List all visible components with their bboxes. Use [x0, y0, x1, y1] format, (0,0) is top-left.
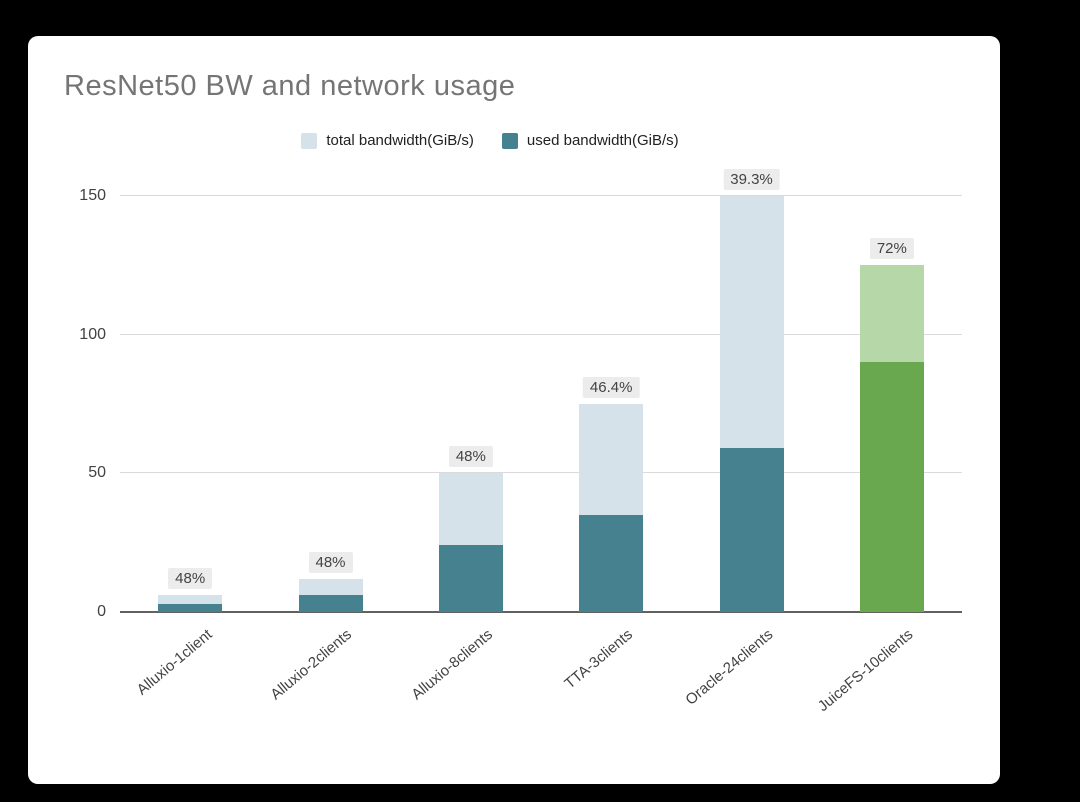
bar-percentage-label: 48%	[308, 551, 353, 573]
legend-item-total-bandwidth: total bandwidth(GiB/s)	[301, 132, 474, 149]
legend-label-used-bandwidth: used bandwidth(GiB/s)	[526, 132, 679, 149]
x-axis-line	[120, 611, 962, 613]
chart-title: ResNet50 BW and network usage	[64, 70, 516, 102]
bar-percentage-label: 46.4%	[582, 377, 640, 398]
bar-percentage-label: 39.3%	[723, 169, 780, 190]
gridline	[120, 472, 962, 474]
gridline	[120, 195, 962, 196]
bar-used-bandwidth	[298, 595, 363, 612]
y-tick-label: 100	[79, 325, 106, 343]
bar-used-bandwidth	[158, 603, 223, 612]
y-tick-label: 150	[79, 187, 106, 204]
y-tick-label: 50	[88, 464, 106, 482]
bar-percentage-label: 48%	[168, 568, 213, 590]
legend-item-used-bandwidth: used bandwidth(GiB/s)	[501, 132, 679, 149]
bar-percentage-label: 72%	[869, 238, 914, 260]
legend-swatch-total-bandwidth	[301, 132, 318, 149]
bar-used-bandwidth	[859, 362, 924, 612]
bar-percentage-label: 48%	[448, 446, 493, 468]
plot-area: 48% Alluxio-1client 48% Alluxio-2clients 48%…	[120, 169, 962, 715]
x-axis-label: JuiceFS-10clients	[815, 626, 917, 716]
y-axis-labels: 0 50 100 150	[28, 36, 106, 784]
gridline	[120, 333, 962, 335]
bar-used-bandwidth	[719, 448, 784, 612]
legend-label-total-bandwidth: total bandwidth(GiB/s)	[326, 132, 474, 149]
bar-used-bandwidth	[438, 545, 503, 612]
x-axis-label: Alluxio-8clients	[408, 626, 496, 704]
x-axis-label: Alluxio-1client	[133, 626, 216, 699]
bar-used-bandwidth	[579, 514, 644, 612]
chart-card: ResNet50 BW and network usage total band…	[28, 36, 1000, 784]
chart-legend: total bandwidth(GiB/s) used bandwidth(Gi…	[4, 132, 976, 149]
x-axis-label: Oracle-24clients	[682, 626, 777, 709]
y-tick-label: 0	[97, 603, 106, 620]
x-axis-label: TTA-3clients	[561, 626, 637, 693]
x-axis-label: Alluxio-2clients	[267, 626, 356, 704]
legend-swatch-used-bandwidth	[501, 132, 518, 149]
